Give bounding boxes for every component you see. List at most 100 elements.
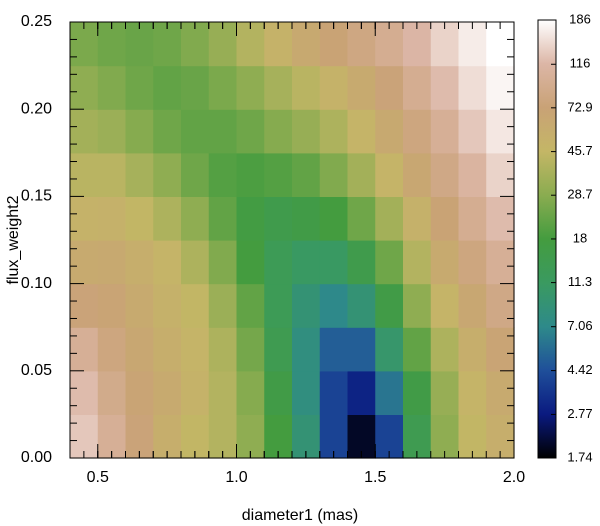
colorbar-tick-label: 116 — [570, 56, 591, 71]
heatmap-cell — [153, 283, 182, 328]
heatmap-cell — [319, 240, 349, 285]
heatmap-cell — [430, 370, 460, 415]
heatmap-cell — [181, 240, 210, 285]
heatmap-cell — [292, 65, 321, 110]
heatmap-cell — [403, 196, 432, 241]
heatmap-cell — [181, 152, 210, 197]
colorbar-tick-label: 72.9 — [567, 99, 592, 114]
heatmap-cell — [347, 240, 376, 285]
heatmap-cell — [292, 152, 321, 197]
heatmap-cell — [97, 240, 127, 285]
heatmap-cell — [292, 196, 321, 241]
heatmap-cell — [319, 327, 349, 372]
colorbar-tick-label: 45.7 — [567, 143, 592, 158]
heatmap-cell — [430, 22, 460, 67]
heatmap-cell — [153, 370, 182, 415]
heatmap-cell — [292, 370, 321, 415]
heatmap-cell — [181, 196, 210, 241]
heatmap-cell — [70, 283, 99, 328]
heatmap-cell — [264, 240, 293, 285]
heatmap-cell — [264, 327, 293, 372]
heatmap-cell — [70, 240, 99, 285]
y-axis-title: flux_weight2 — [5, 195, 22, 284]
heatmap-cell — [125, 283, 154, 328]
heatmap-cell — [70, 370, 99, 415]
heatmap-cell — [486, 327, 515, 372]
heatmap-cell — [208, 370, 238, 415]
heatmap-cell — [458, 22, 487, 67]
heatmap-cell — [181, 370, 210, 415]
heatmap-cell — [375, 240, 404, 285]
heatmap-cell — [153, 22, 182, 67]
heatmap-cell — [264, 109, 293, 154]
heatmap-cell — [458, 65, 487, 110]
heatmap-cell — [403, 240, 432, 285]
heatmap-cell — [264, 22, 293, 67]
heatmap-cell — [486, 370, 515, 415]
colorbar-tick-label: 4.42 — [567, 362, 592, 377]
heatmap-cell — [236, 196, 265, 241]
heatmap-cell — [181, 327, 210, 372]
x-tick-label: 1.0 — [225, 469, 247, 486]
heatmap-cell — [236, 370, 265, 415]
heatmap-cell — [347, 109, 376, 154]
heatmap-cell — [236, 109, 265, 154]
heatmap-cell — [70, 327, 99, 372]
heatmap-cell — [403, 109, 432, 154]
heatmap-cell — [430, 109, 460, 154]
heatmap-cell — [236, 65, 265, 110]
heatmap-cell — [486, 196, 515, 241]
heatmap-cell — [97, 152, 127, 197]
heatmap-cell — [458, 327, 487, 372]
heatmap-cell — [458, 109, 487, 154]
heatmap-cell — [70, 152, 99, 197]
heatmap-cell — [181, 65, 210, 110]
heatmap-cell — [70, 65, 99, 110]
heatmap-cell — [208, 240, 238, 285]
heatmap-cell — [236, 22, 265, 67]
y-tick-label: 0.25 — [21, 13, 52, 30]
heatmap-cell — [292, 327, 321, 372]
heatmap-cell — [236, 152, 265, 197]
heatmap-cell — [236, 240, 265, 285]
heatmap-cell — [347, 152, 376, 197]
x-tick-label: 1.5 — [364, 469, 386, 486]
heatmap-cell — [403, 327, 432, 372]
x-tick-label: 0.5 — [87, 469, 109, 486]
y-tick-label: 0.10 — [21, 275, 52, 292]
heatmap-cell — [292, 240, 321, 285]
heatmap-cell — [319, 370, 349, 415]
heatmap-cell — [70, 196, 99, 241]
heatmap-cell — [319, 109, 349, 154]
heatmap-cell — [70, 109, 99, 154]
heatmap-cell — [458, 283, 487, 328]
heatmap-cell — [97, 283, 127, 328]
heatmap-cell — [236, 283, 265, 328]
x-axis-title: diameter1 (mas) — [242, 507, 358, 524]
heatmap-cell — [375, 65, 404, 110]
heatmap-cell — [430, 240, 460, 285]
heatmap-cell — [430, 65, 460, 110]
heatmap-cell — [208, 152, 238, 197]
heatmap-cell — [264, 65, 293, 110]
heatmap-cell — [347, 283, 376, 328]
heatmap-cell — [208, 196, 238, 241]
heatmap-cell — [97, 22, 127, 67]
heatmap-cell — [125, 152, 154, 197]
heatmap-cell — [181, 283, 210, 328]
heatmap-cell — [153, 327, 182, 372]
heatmap-cell — [486, 152, 515, 197]
heatmap-cell — [125, 240, 154, 285]
heatmap-cell — [97, 327, 127, 372]
heatmap-cell — [486, 65, 515, 110]
heatmap-cell — [125, 196, 154, 241]
y-tick-label: 0.20 — [21, 100, 52, 117]
heatmap-cell — [319, 65, 349, 110]
heatmap-cell — [125, 370, 154, 415]
heatmap-cell — [430, 283, 460, 328]
heatmap-cell — [70, 22, 99, 67]
heatmap-cell — [208, 65, 238, 110]
heatmap-cell — [430, 152, 460, 197]
heatmap-cell — [486, 283, 515, 328]
heatmap-cell — [181, 109, 210, 154]
